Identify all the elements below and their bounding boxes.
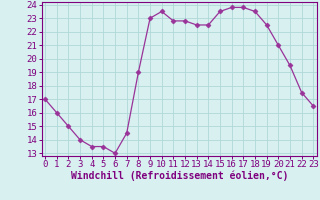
X-axis label: Windchill (Refroidissement éolien,°C): Windchill (Refroidissement éolien,°C) [70,171,288,181]
